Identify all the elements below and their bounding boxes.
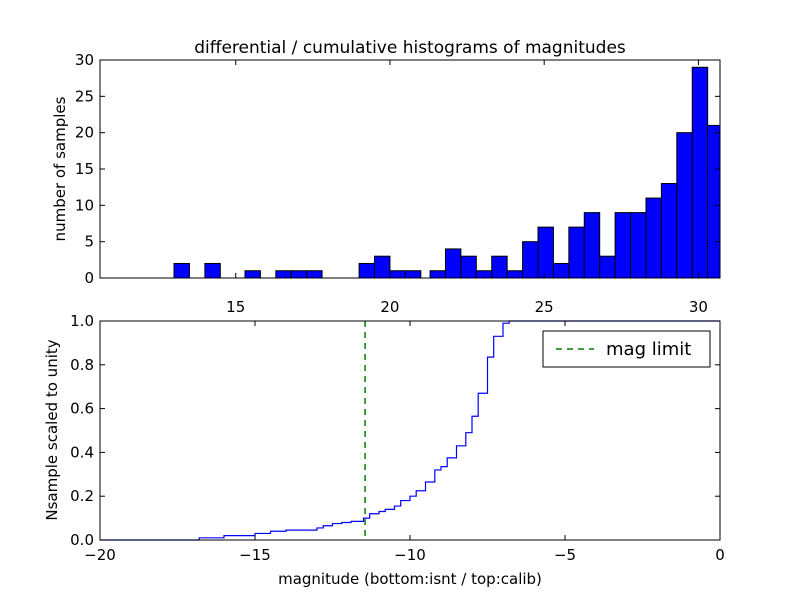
histogram-bar <box>389 270 406 279</box>
cumulative-ytick-label: 0.0 <box>70 531 94 549</box>
cumulative-step-line <box>100 320 720 541</box>
histogram-bar <box>691 66 709 279</box>
histogram-bar <box>660 183 678 279</box>
cumulative-chart: 0.0 0.2 0.4 0.6 0.8 1.0 −20 −15 −10 −5 0 magnitude… <box>43 312 725 588</box>
histogram-bar <box>707 124 721 279</box>
cumulative-ticks: 0.0 0.2 0.4 0.6 0.8 1.0 −20 −15 −10 −5 0 <box>70 312 725 564</box>
histogram-bar <box>290 270 308 279</box>
histogram-bar <box>583 212 601 279</box>
histogram-bar <box>552 262 570 279</box>
histogram-xtick-label: 15 <box>226 298 245 316</box>
histogram-bar <box>506 270 524 279</box>
histogram-ytick-label: 30 <box>75 51 94 69</box>
histogram-bar <box>460 255 477 279</box>
cumulative-ytick-label: 0.2 <box>70 487 94 505</box>
cumulative-ytick-label: 0.4 <box>70 443 94 461</box>
histogram-ytick-label: 10 <box>75 196 94 214</box>
histogram-bar <box>404 270 422 279</box>
cumulative-ylabel: Nsample scaled to unity <box>43 339 61 520</box>
legend-label-mag-limit: mag limit <box>606 339 691 360</box>
histogram-ytick-label: 15 <box>75 160 94 178</box>
histogram-bar <box>645 197 662 279</box>
histogram-bar <box>306 270 323 279</box>
cumulative-xtick-label: −15 <box>239 546 271 564</box>
histogram-xtick-label: 20 <box>380 298 399 316</box>
cumulative-xtick-label: −20 <box>84 546 116 564</box>
histogram-xtick-label: 25 <box>535 298 554 316</box>
histogram-bar <box>676 132 693 279</box>
cumulative-xlabel: magnitude (bottom:isnt / top:calib) <box>278 570 542 588</box>
histogram-bar <box>614 212 632 279</box>
cumulative-ytick-label: 0.6 <box>70 400 94 418</box>
histogram-bar <box>275 270 292 279</box>
histogram-bar <box>568 226 585 279</box>
histogram-bar <box>475 270 493 279</box>
cumulative-xtick-label: −5 <box>554 546 576 564</box>
histogram-bar <box>204 262 221 279</box>
histogram-ticks: 0 5 10 15 20 25 30 15 20 25 30 <box>75 51 720 316</box>
cumulative-xtick-label: 0 <box>715 546 725 564</box>
cumulative-ytick-label: 1.0 <box>70 312 94 330</box>
histogram-bar <box>358 262 376 279</box>
histogram-title: differential / cumulative histograms of … <box>194 38 626 58</box>
cumulative-ytick-label: 0.8 <box>70 356 94 374</box>
histogram-ytick-label: 20 <box>75 124 94 142</box>
histogram-ytick-label: 0 <box>84 269 94 287</box>
histogram-ytick-label: 25 <box>75 87 94 105</box>
histogram-bars <box>173 66 721 279</box>
histogram-ytick-label: 5 <box>84 233 94 251</box>
histogram-bar <box>522 241 539 279</box>
histogram-bar <box>630 212 647 279</box>
histogram-bar <box>599 255 616 279</box>
histogram-bar <box>374 255 391 279</box>
histogram-xtick-label: 30 <box>689 298 708 316</box>
histogram-bar <box>537 226 554 279</box>
legend: mag limit <box>542 330 711 368</box>
histogram-bar <box>244 270 261 279</box>
histogram-bar <box>444 248 462 279</box>
histogram-chart: differential / cumulative histograms of … <box>51 38 721 316</box>
histogram-bar <box>491 255 508 279</box>
histogram-ylabel: number of samples <box>51 96 69 241</box>
histogram-bar <box>173 262 190 279</box>
cumulative-xtick-label: −10 <box>394 546 426 564</box>
histogram-bar <box>429 270 446 279</box>
